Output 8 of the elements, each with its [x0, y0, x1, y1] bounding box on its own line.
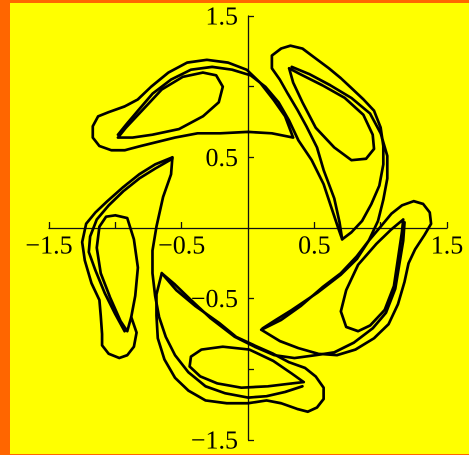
- y-tick-label: −0.5: [190, 284, 238, 314]
- x-tick-label: 1.5: [430, 230, 464, 260]
- y-tick-label: −1.5: [190, 426, 238, 454]
- y-tick-label: 0.5: [206, 142, 238, 172]
- x-tick-label: −0.5: [158, 230, 206, 260]
- x-tick-label: 0.5: [298, 230, 331, 260]
- y-tick-label: 1.5: [206, 2, 238, 30]
- x-tick-label: −1.5: [25, 230, 73, 260]
